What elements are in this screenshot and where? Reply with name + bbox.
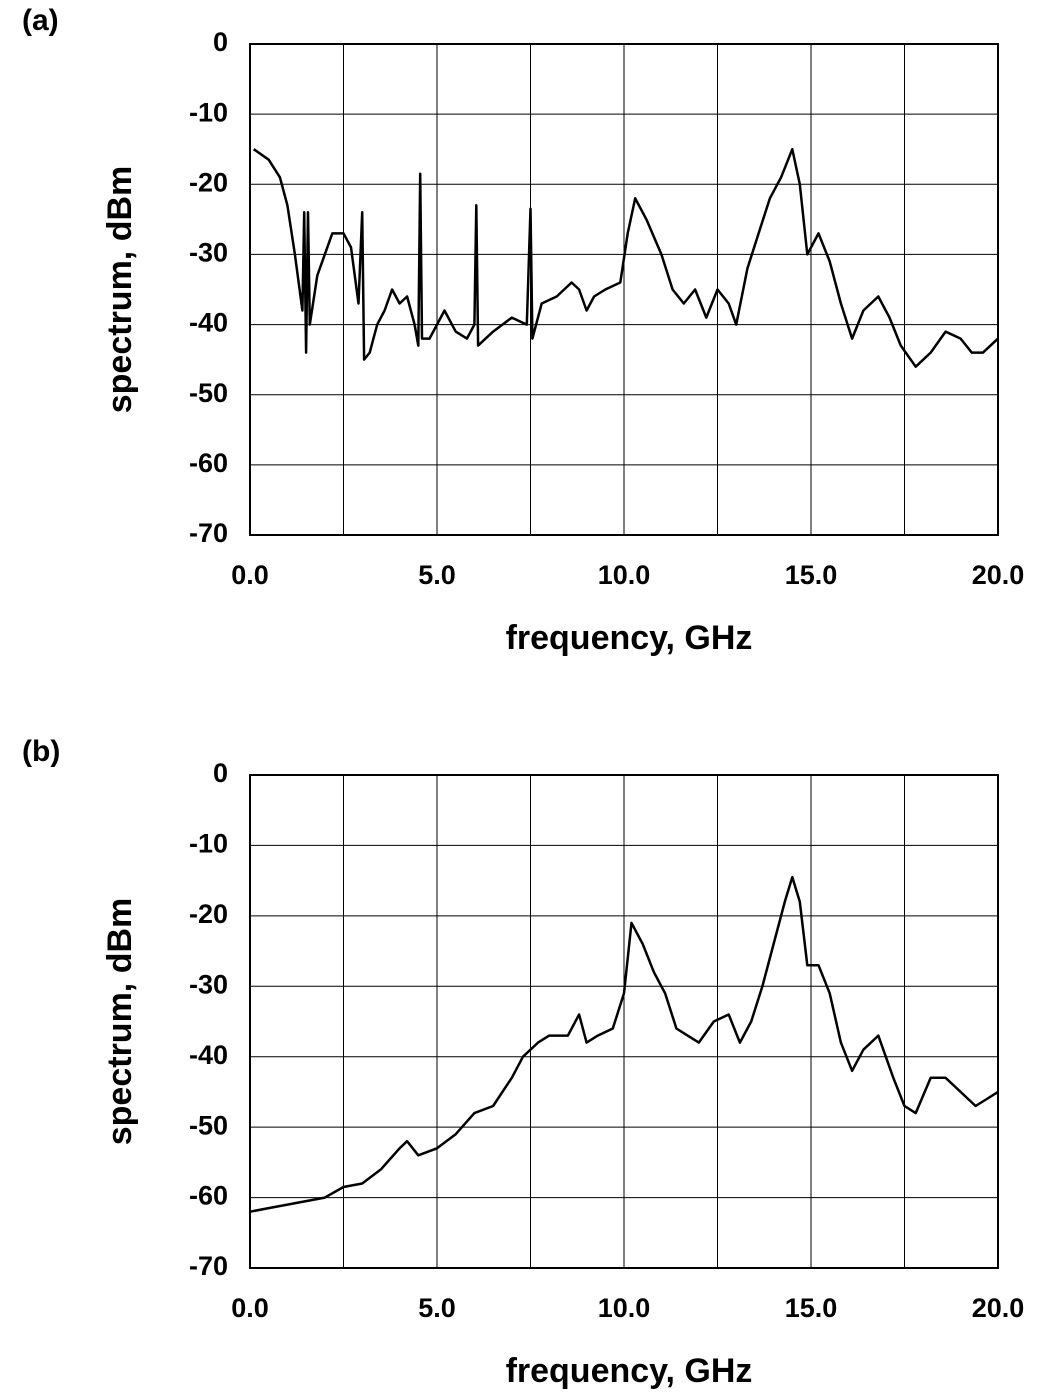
y-tick-label: 0	[213, 758, 228, 788]
y-tick-label: -70	[189, 518, 228, 548]
x-tick-label: 10.0	[598, 1293, 651, 1323]
x-tick-label: 15.0	[785, 560, 838, 590]
x-tick-label: 0.0	[231, 560, 269, 590]
x-tick-label: 5.0	[418, 1293, 456, 1323]
y-tick-label: 0	[213, 27, 228, 57]
x-axis-label: frequency, GHz	[506, 1352, 753, 1390]
x-tick-label: 5.0	[418, 560, 456, 590]
plot-frame	[249, 774, 999, 1269]
panel-label: (a)	[22, 4, 59, 37]
y-axis-label: spectrum, dBm	[101, 898, 139, 1146]
x-tick-label: 20.0	[972, 560, 1025, 590]
x-axis-label: frequency, GHz	[506, 619, 753, 657]
y-tick-label: -40	[189, 308, 228, 338]
x-tick-label: 10.0	[598, 560, 651, 590]
y-tick-label: -50	[189, 378, 228, 408]
plot-frame	[249, 43, 999, 536]
y-tick-label: -60	[189, 1181, 228, 1211]
x-tick-label: 0.0	[231, 1293, 269, 1323]
x-tick-label: 15.0	[785, 1293, 838, 1323]
spectrum-line	[252, 147, 999, 368]
y-tick-label: -60	[189, 448, 228, 478]
y-tick-label: -20	[189, 899, 228, 929]
y-tick-label: -40	[189, 1040, 228, 1070]
x-tick-label: 20.0	[972, 1293, 1025, 1323]
y-tick-label: -30	[189, 969, 228, 999]
y-tick-label: -70	[189, 1251, 228, 1281]
spectrum-line	[249, 875, 999, 1213]
y-tick-label: -50	[189, 1110, 228, 1140]
y-tick-label: -10	[189, 97, 228, 127]
panel-label: (b)	[22, 735, 60, 768]
y-tick-label: -20	[189, 167, 228, 197]
y-axis-label: spectrum, dBm	[101, 166, 139, 414]
y-tick-label: -30	[189, 238, 228, 268]
y-tick-label: -10	[189, 829, 228, 859]
